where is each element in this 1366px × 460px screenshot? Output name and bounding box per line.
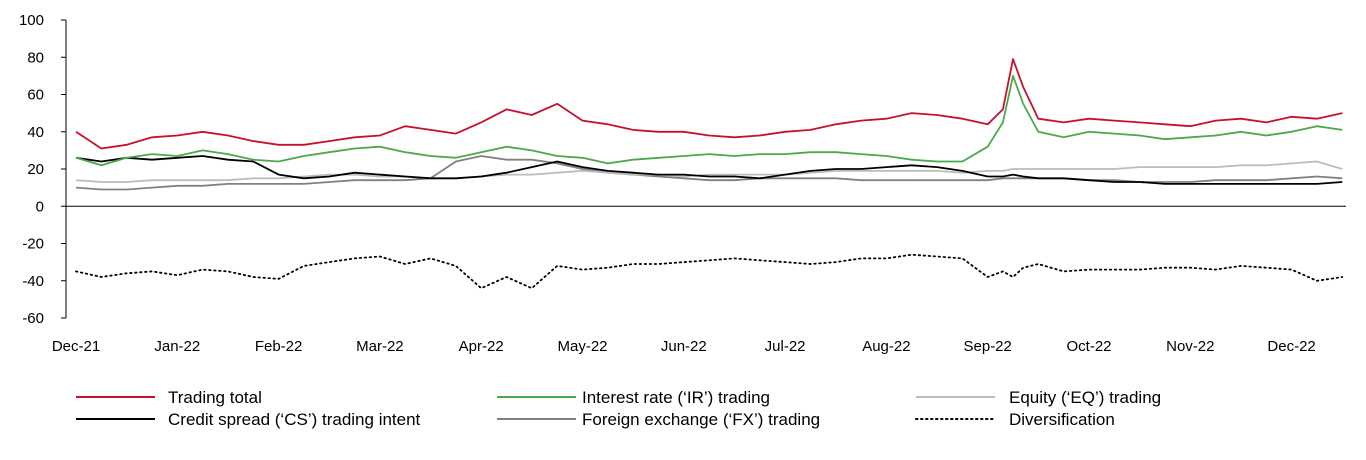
y-tick-label: 60 — [27, 87, 44, 104]
x-tick-label: Feb-22 — [255, 338, 303, 355]
y-tick-label: -40 — [22, 273, 44, 290]
y-tick-label: 40 — [27, 124, 44, 141]
x-tick-label: May-22 — [557, 338, 607, 355]
series-line-3 — [75, 155, 1343, 185]
y-tick-label: 0 — [36, 198, 44, 215]
series-line-1 — [75, 75, 1343, 167]
x-tick-label: Sep-22 — [964, 338, 1012, 355]
y-tick-label: 80 — [27, 49, 44, 66]
x-axis: Dec-21 Jan-22 Feb-22 Mar-22 Apr-22 May-22 Jun-… — [52, 205, 1346, 355]
x-tick-label: Apr-22 — [459, 338, 504, 355]
legend-label: Foreign exchange (‘FX’) trading — [582, 410, 820, 429]
series-line-5 — [75, 253, 1344, 290]
legend-label: Trading total — [168, 388, 262, 407]
x-tick-label: Oct-22 — [1066, 338, 1111, 355]
y-tick-label: 20 — [27, 161, 44, 178]
legend-label: Diversification — [1009, 410, 1115, 429]
x-tick-label: Jun-22 — [661, 338, 707, 355]
x-tick-label: Nov-22 — [1166, 338, 1214, 355]
legend-label: Equity (‘EQ’) trading — [1009, 388, 1161, 407]
x-tick-label: Aug-22 — [862, 338, 910, 355]
y-tick-label: -60 — [22, 310, 44, 327]
legend-label: Interest rate (‘IR’) trading — [582, 388, 770, 407]
y-tick-label: 100 — [19, 12, 44, 29]
series-layer — [75, 58, 1344, 290]
x-tick-label: Jan-22 — [154, 338, 200, 355]
x-tick-label: Dec-22 — [1267, 338, 1315, 355]
x-tick-label: Mar-22 — [356, 338, 404, 355]
series-line-4 — [75, 155, 1343, 191]
legend-label: Credit spread (‘CS’) trading intent — [168, 410, 421, 429]
series-line-2 — [75, 160, 1343, 183]
x-tick-label: Dec-21 — [52, 338, 100, 355]
series-line-0 — [75, 58, 1343, 150]
x-tick-label: Jul-22 — [765, 338, 806, 355]
y-axis: 100 80 60 40 20 0 -20 -40 -60 — [19, 12, 67, 327]
y-tick-label: -20 — [22, 236, 44, 253]
legend: Trading total Interest rate (‘IR’) tradin… — [76, 388, 1161, 429]
